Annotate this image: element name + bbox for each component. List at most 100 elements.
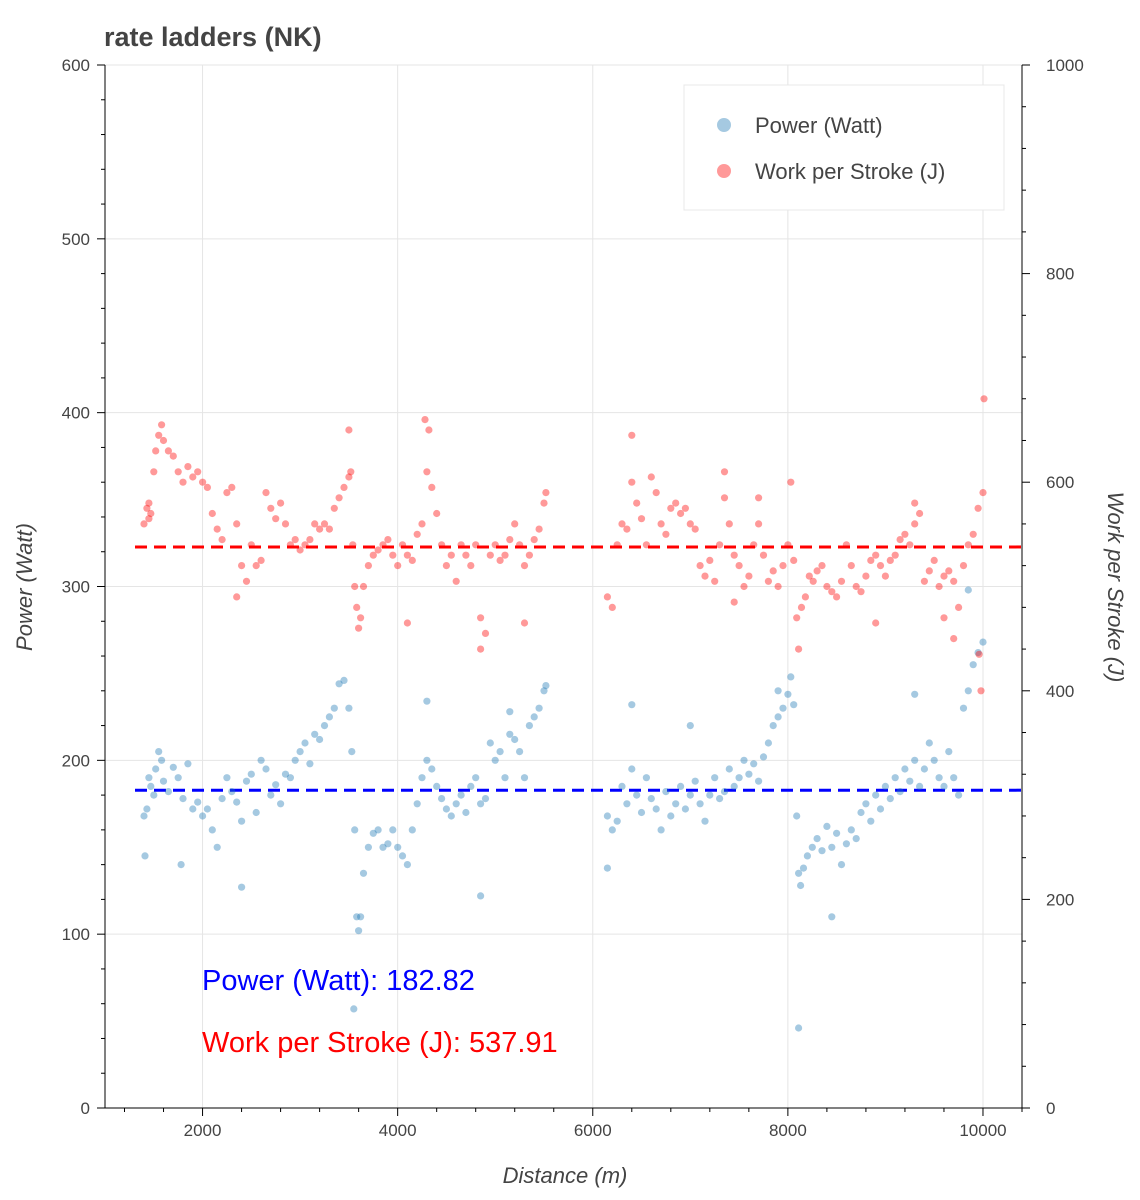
power-point bbox=[876, 805, 885, 813]
work-point bbox=[872, 619, 880, 627]
work-point bbox=[506, 536, 514, 544]
work-point bbox=[955, 603, 963, 612]
power-point bbox=[837, 861, 846, 869]
power-point bbox=[955, 791, 963, 799]
work-point bbox=[413, 530, 421, 538]
y-right-tick-label: 400 bbox=[1046, 682, 1074, 701]
work-point bbox=[801, 593, 810, 601]
work-point bbox=[316, 525, 324, 533]
power-point bbox=[203, 805, 211, 813]
work-point bbox=[979, 489, 987, 497]
power-point bbox=[164, 788, 172, 796]
power-point bbox=[867, 817, 875, 825]
power-point bbox=[530, 713, 538, 721]
power-point bbox=[857, 808, 865, 817]
work-point bbox=[257, 556, 265, 565]
work-point bbox=[462, 551, 470, 559]
legend[interactable]: Power (Watt) Work per Stroke (J) bbox=[683, 84, 1005, 211]
work-point bbox=[267, 504, 275, 512]
work-point bbox=[540, 499, 548, 507]
power-point bbox=[793, 812, 801, 820]
work-point bbox=[686, 520, 694, 528]
power-point bbox=[677, 782, 685, 791]
work-mean-annotation: Work per Stroke (J): 537.91 bbox=[202, 1027, 558, 1059]
work-point bbox=[730, 598, 738, 606]
power-point bbox=[628, 765, 636, 773]
work-point bbox=[720, 494, 729, 502]
work-point bbox=[189, 473, 197, 481]
power-point bbox=[730, 782, 738, 791]
power-point bbox=[852, 835, 860, 843]
work-point bbox=[218, 536, 226, 544]
work-point bbox=[542, 489, 550, 497]
power-point bbox=[797, 881, 805, 890]
work-point bbox=[403, 619, 411, 627]
work-point bbox=[467, 562, 475, 570]
power-point bbox=[194, 798, 202, 806]
work-point bbox=[677, 509, 685, 518]
y-left-tick-label: 200 bbox=[62, 751, 90, 770]
power-point bbox=[233, 798, 241, 806]
work-point bbox=[347, 468, 355, 476]
work-point bbox=[916, 509, 924, 518]
power-point bbox=[364, 843, 372, 851]
power-point bbox=[916, 782, 924, 791]
work-point bbox=[158, 421, 166, 429]
work-point bbox=[925, 567, 933, 575]
work-point bbox=[491, 541, 499, 549]
power-point bbox=[686, 791, 694, 799]
power-point bbox=[462, 808, 470, 817]
power-point bbox=[238, 817, 246, 825]
work-point bbox=[481, 629, 490, 638]
work-point bbox=[496, 556, 504, 565]
work-point bbox=[174, 468, 182, 476]
y-right-tick-label: 1000 bbox=[1046, 56, 1084, 75]
work-point bbox=[637, 515, 646, 523]
y-right-tick-label: 600 bbox=[1046, 473, 1074, 492]
power-point bbox=[628, 701, 636, 709]
axes: 2000 4000 6000 8000 100000100200300400500600… bbox=[62, 56, 1084, 1140]
power-point bbox=[403, 861, 411, 869]
power-point bbox=[642, 774, 651, 782]
power-point bbox=[672, 800, 680, 808]
power-point bbox=[799, 864, 808, 872]
work-point bbox=[516, 541, 524, 549]
work-point bbox=[457, 541, 465, 549]
work-point bbox=[511, 520, 519, 528]
work-point bbox=[964, 541, 972, 549]
work-point bbox=[793, 614, 801, 622]
work-point bbox=[364, 562, 372, 570]
work-point bbox=[725, 520, 733, 528]
work-point bbox=[750, 541, 758, 549]
work-point bbox=[691, 525, 699, 533]
power-point bbox=[633, 791, 641, 799]
work-point bbox=[433, 509, 441, 518]
work-point bbox=[403, 551, 411, 559]
power-point bbox=[920, 765, 929, 773]
power-point bbox=[930, 756, 938, 764]
work-point bbox=[238, 562, 246, 570]
power-point bbox=[647, 795, 655, 803]
work-point bbox=[408, 556, 416, 565]
power-point bbox=[774, 713, 782, 721]
power-point bbox=[350, 1005, 358, 1013]
power-point bbox=[374, 826, 382, 834]
power-point bbox=[296, 748, 304, 756]
work-point bbox=[837, 577, 846, 585]
power-point bbox=[150, 791, 158, 799]
power-point bbox=[345, 704, 353, 712]
power-point bbox=[542, 682, 550, 690]
power-point bbox=[759, 753, 768, 761]
power-point bbox=[418, 774, 426, 782]
power-point bbox=[218, 795, 226, 803]
work-point bbox=[359, 582, 368, 591]
work-point bbox=[847, 562, 855, 570]
power-point bbox=[862, 800, 870, 808]
work-point bbox=[711, 577, 719, 585]
work-point bbox=[740, 582, 748, 591]
power-point bbox=[306, 760, 314, 768]
power-point bbox=[506, 730, 514, 738]
power-point bbox=[496, 748, 504, 756]
power-point bbox=[608, 826, 616, 834]
x-axis-label: Distance (m) bbox=[503, 1163, 628, 1188]
